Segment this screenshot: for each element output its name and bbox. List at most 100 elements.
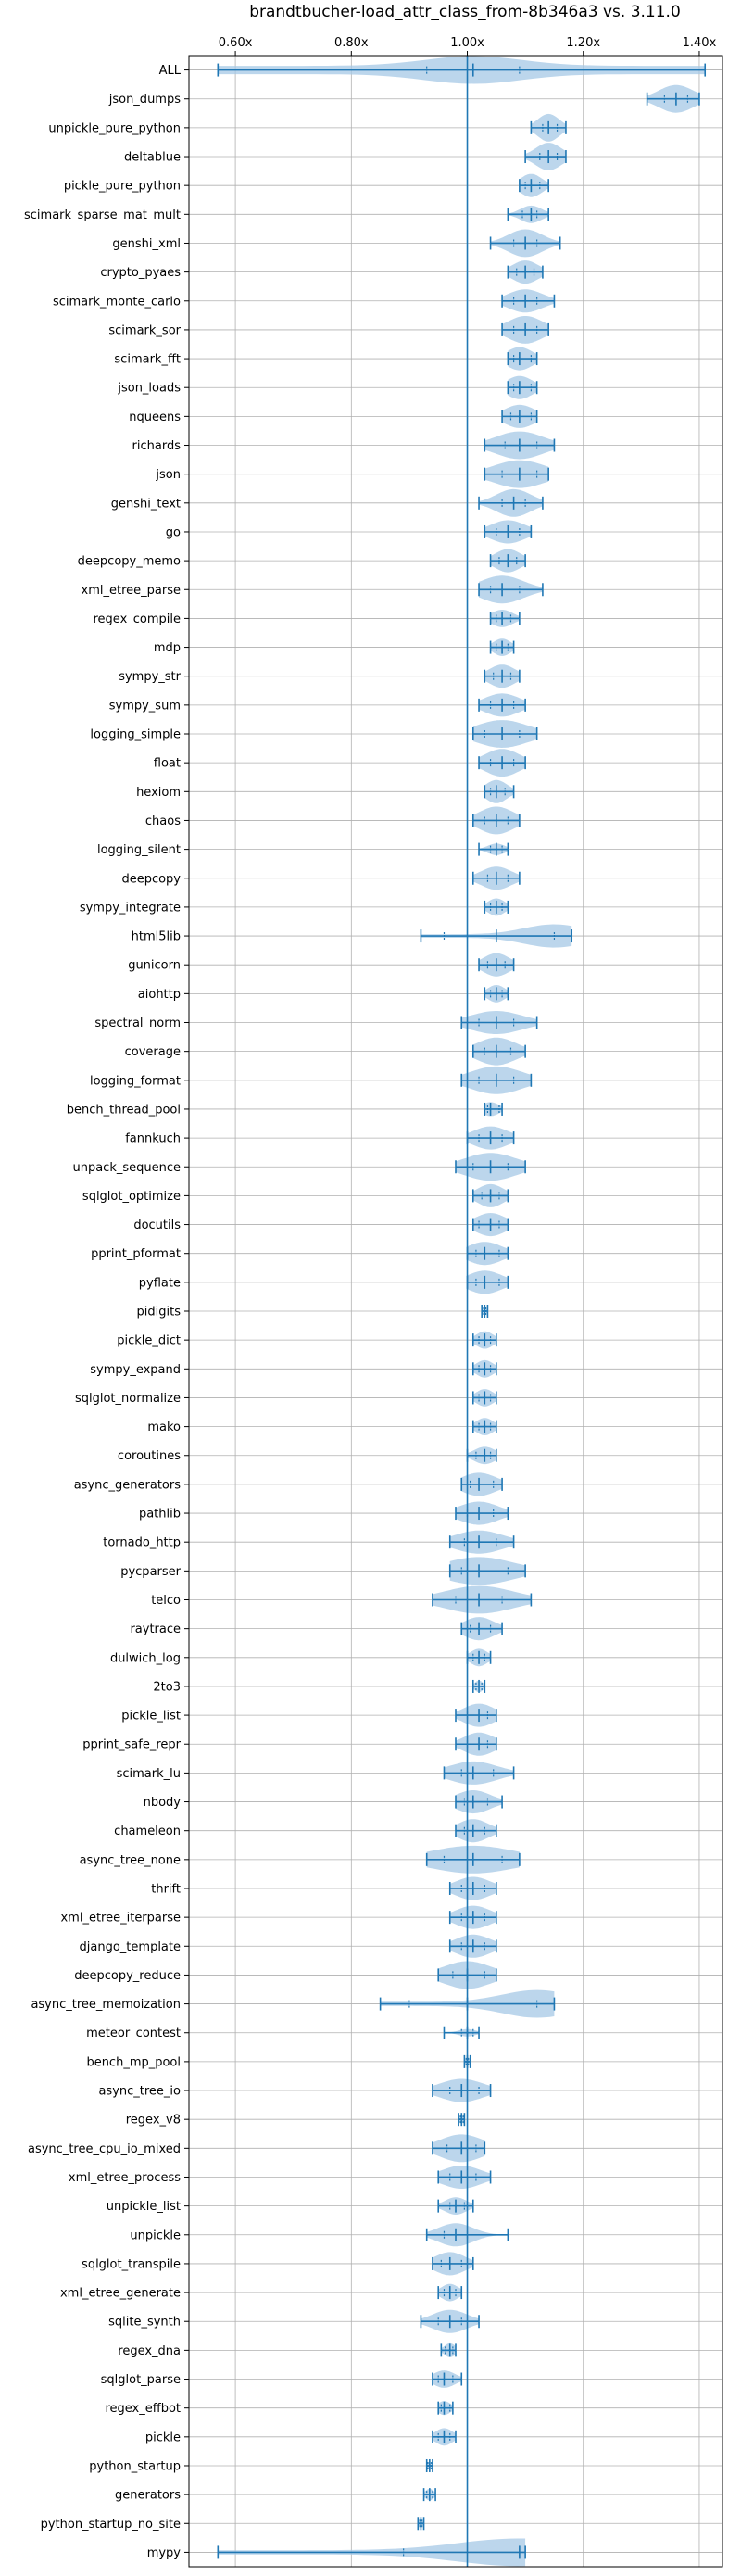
violin-chameleon: [455, 1819, 497, 1843]
y-tick-label: scimark_fft: [114, 353, 181, 367]
violin-richards: [484, 431, 556, 460]
y-tick-label: python_startup: [89, 2459, 181, 2473]
y-tick-label: coverage: [125, 1045, 181, 1059]
chart-title: brandtbucher-load_attr_class_from-8b346a…: [249, 3, 681, 21]
violin-async-tree-cpu-io-mixed: [432, 2134, 486, 2163]
violin-telco: [432, 1585, 533, 1614]
violin-nbody: [455, 1790, 503, 1814]
y-tick-label: sqlglot_parse: [101, 2373, 181, 2387]
violin-django-template: [448, 1934, 497, 1958]
violin-json-loads: [507, 375, 538, 399]
y-tick-label: pycparser: [120, 1565, 181, 1579]
y-tick-label: scimark_lu: [117, 1767, 181, 1781]
violin-logging-format: [460, 1066, 533, 1094]
violin-sqlglot-parse: [432, 2370, 463, 2388]
violin-xml-etree-iterparse: [448, 1905, 497, 1929]
violin-aiohttp: [484, 985, 509, 1003]
violin-pprint-pformat: [466, 1242, 509, 1266]
violin-python-startup-no-site: [417, 2517, 425, 2531]
y-tick-label: xml_etree_process: [69, 2171, 181, 2185]
violin-genshi-xml: [489, 229, 561, 258]
y-tick-label: chameleon: [114, 1825, 181, 1838]
y-tick-label: unpickle_list: [107, 2200, 181, 2214]
y-tick-label: sqlglot_optimize: [82, 1190, 181, 1204]
violin-2to3: [471, 1679, 486, 1693]
y-tick-label: pprint_pformat: [91, 1247, 181, 1261]
y-tick-label: xml_etree_parse: [82, 584, 181, 598]
violin-mako: [471, 1418, 497, 1435]
y-tick-label: float: [154, 757, 181, 771]
y-tick-label: regex_v8: [126, 2114, 181, 2128]
y-tick-label: async_generators: [74, 1478, 182, 1492]
violin-json: [484, 460, 549, 488]
y-tick-label: async_tree_io: [98, 2085, 181, 2099]
violin-unpickle-list: [437, 2197, 474, 2215]
y-tick-label: json: [155, 468, 181, 482]
violin-scimark-monte-carlo: [501, 289, 556, 313]
violin-dulwich-log: [466, 1648, 492, 1667]
y-tick-label: telco: [151, 1594, 181, 1608]
violin-gunicorn: [478, 953, 515, 977]
violin-mdp: [489, 638, 515, 656]
y-tick-label: sqlglot_normalize: [75, 1392, 181, 1406]
violin-pickle-dict: [471, 1331, 497, 1349]
y-tick-label: logging_simple: [90, 728, 181, 742]
violin-regex-v8: [458, 2113, 466, 2127]
y-tick-label: genshi_text: [111, 497, 181, 511]
violin-logging-simple: [471, 720, 538, 748]
violin-crypto-pyaes: [507, 260, 544, 284]
y-tick-label: nqueens: [129, 410, 181, 424]
y-tick-label: xml_etree_generate: [60, 2287, 181, 2301]
y-tick-label: tornado_http: [103, 1536, 181, 1550]
violin-pprint-safe-repr: [455, 1732, 497, 1756]
y-tick-label: mypy: [147, 2546, 182, 2560]
violin-async-tree-io: [432, 2078, 492, 2102]
y-tick-label: docutils: [133, 1219, 181, 1232]
violin-sqlite-synth: [420, 2309, 480, 2333]
violin-ALL: [217, 56, 707, 84]
violin-sqlglot-normalize: [471, 1389, 497, 1407]
y-tick-label: coroutines: [118, 1449, 181, 1463]
x-tick-label: 0.80x: [334, 36, 369, 50]
y-tick-label: deepcopy: [121, 872, 181, 886]
y-tick-label: go: [166, 525, 181, 539]
y-tick-label: mako: [147, 1421, 181, 1434]
y-tick-label: async_tree_memoization: [31, 1998, 181, 2012]
violin-deltablue: [524, 143, 567, 170]
y-tick-label: unpickle: [130, 2229, 181, 2242]
x-tick-label: 1.20x: [566, 36, 600, 50]
y-tick-label: async_tree_none: [80, 1853, 181, 1867]
violin-genshi-text: [478, 488, 544, 517]
y-tick-label: fannkuch: [125, 1132, 181, 1146]
y-tick-label: gunicorn: [128, 959, 181, 973]
violin-docutils: [471, 1213, 509, 1237]
y-tick-label: sqlite_synth: [108, 2316, 181, 2330]
violin-regex-effbot: [437, 2401, 454, 2416]
violin-sqlglot-optimize: [471, 1183, 509, 1207]
y-tick-label: xml_etree_iterparse: [60, 1912, 181, 1926]
y-tick-label: bench_mp_pool: [86, 2055, 181, 2069]
violin-unpickle-pure-python: [530, 113, 567, 142]
y-tick-label: pickle_list: [121, 1710, 181, 1724]
violin-xml-etree-generate: [437, 2283, 463, 2302]
y-tick-label: logging_silent: [97, 843, 181, 857]
y-tick-label: thrift: [151, 1882, 181, 1896]
y-tick-label: chaos: [145, 814, 181, 828]
violin-regex-dna: [440, 2342, 457, 2357]
y-tick-label: json_loads: [117, 382, 181, 396]
y-tick-label: async_tree_cpu_io_mixed: [28, 2142, 181, 2156]
violin-python-startup: [425, 2458, 433, 2472]
y-tick-label: sympy_str: [119, 670, 181, 684]
violin-tornado-http: [448, 1530, 515, 1554]
y-tick-label: html5lib: [132, 930, 181, 944]
y-tick-label: raytrace: [130, 1623, 181, 1636]
violin-pickle: [432, 2428, 457, 2446]
y-tick-label: spectral_norm: [94, 1017, 181, 1030]
violin-coroutines: [466, 1446, 497, 1465]
y-tick-label: sympy_integrate: [80, 901, 181, 915]
y-tick-label: crypto_pyaes: [100, 266, 181, 280]
y-tick-label: regex_compile: [93, 612, 181, 626]
violin-pickle-list: [455, 1703, 497, 1727]
violin-html5lib: [420, 924, 573, 948]
